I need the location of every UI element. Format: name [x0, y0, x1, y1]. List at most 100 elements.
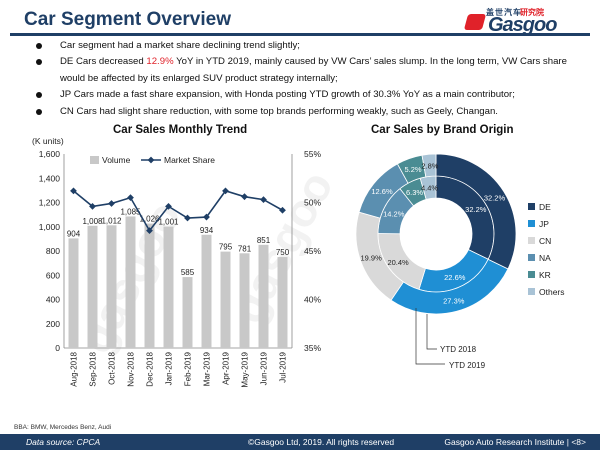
market-share-point	[203, 213, 210, 221]
bar-volume	[125, 216, 136, 348]
legend-label: JP	[539, 219, 549, 229]
y2-tick-label: 40%	[304, 295, 321, 305]
bar-volume	[163, 226, 174, 348]
legend-swatch	[528, 271, 535, 278]
legend-label: DE	[539, 202, 551, 212]
bar-volume	[220, 251, 231, 348]
y-tick-label: 1,600	[39, 149, 61, 159]
y-axis-unit: (K units)	[32, 136, 64, 146]
market-share-point	[165, 202, 172, 210]
bullet-item: JP Cars made a fast share expansion, wit…	[34, 87, 590, 103]
y-tick-label: 1,400	[39, 173, 61, 183]
logo-cn-b: 研究院	[520, 8, 544, 17]
market-share-point	[108, 200, 115, 207]
slice-data-label: 14.2%	[383, 209, 405, 218]
slice-data-label: 6.3%	[406, 188, 423, 197]
page-title: Car Segment Overview	[24, 9, 231, 30]
y-tick-label: 1,200	[39, 198, 61, 208]
bullet-item: DE Cars decreased 12.9% YoY in YTD 2019,…	[34, 54, 590, 87]
data-source: Data source: CPCA	[26, 437, 101, 447]
brand-logo: 盖世汽车 研究院 Gasgoo	[463, 6, 586, 36]
logo-cn-a: 盖世汽车	[486, 8, 522, 17]
x-tick-label: Aug-2018	[70, 351, 79, 386]
bar-data-label: 904	[67, 229, 81, 238]
legend-share-label: Market Share	[164, 155, 215, 165]
legend-swatch	[528, 237, 535, 244]
market-share-line	[72, 189, 283, 233]
legend-volume-label: Volume	[102, 155, 131, 165]
bar-volume	[87, 225, 98, 348]
copyright: ©Gasgoo Ltd, 2019. All rights reserved	[248, 437, 395, 447]
bar-volume	[68, 238, 79, 348]
bar-volume	[201, 234, 212, 348]
bullet-item: Car segment had a market share declining…	[34, 38, 590, 54]
slice-data-label: 4.4%	[421, 183, 438, 192]
x-tick-label: Jun-2019	[260, 351, 269, 385]
bar-volume	[106, 225, 117, 348]
footer-bar: Data source: CPCA ©Gasgoo Ltd, 2019. All…	[0, 434, 600, 450]
y-tick-label: 600	[46, 270, 60, 280]
bar-data-label: 585	[181, 268, 195, 277]
bar-data-label: 851	[257, 236, 271, 245]
bar-data-label: 1,012	[101, 216, 122, 225]
market-share-point	[184, 214, 191, 222]
bullet-list: Car segment had a market share declining…	[34, 38, 590, 120]
bullet-item: CN Cars had slight share reduction, with…	[34, 104, 590, 120]
page-number: <8>	[571, 437, 586, 447]
market-share-point	[241, 193, 248, 201]
legend-label: CN	[539, 236, 551, 246]
slice-data-label: 20.4%	[387, 258, 409, 267]
x-tick-label: Apr-2019	[222, 351, 231, 384]
y2-tick-label: 45%	[304, 246, 321, 256]
market-share-point	[70, 187, 77, 195]
x-tick-label: Nov-2018	[127, 351, 136, 386]
market-share-point	[279, 206, 286, 214]
brand-origin-donut: 32.2% 22.6% 20.4% 14.2% 6.3%4.4% 32.2% 27.3% 19…	[355, 153, 565, 370]
market-share-point	[260, 196, 267, 203]
bar-volume	[144, 223, 155, 348]
institute-name: Gasgoo Auto Research Institute	[444, 437, 565, 447]
y-tick-label: 400	[46, 295, 60, 305]
slice-data-label: 32.2%	[484, 193, 506, 202]
bar-volume	[277, 257, 288, 348]
y-tick-label: 0	[55, 343, 60, 353]
highlight-value: 12.9%	[146, 56, 174, 68]
market-share-point	[146, 227, 153, 235]
bar-volume	[182, 277, 193, 348]
x-tick-label: Sep-2018	[89, 351, 98, 386]
bar-data-label: 750	[276, 248, 290, 257]
bar-data-label: 1,026	[139, 215, 160, 224]
bar-data-label: 1,085	[120, 207, 141, 216]
logo-mark-icon	[463, 14, 487, 30]
legend-label: KR	[539, 270, 551, 280]
bar-data-label: 795	[219, 243, 233, 252]
slice-data-label: 32.2%	[465, 205, 487, 214]
y-tick-label: 800	[46, 246, 60, 256]
slice-data-label: 22.6%	[444, 273, 466, 282]
callout-label-2018: YTD 2018	[440, 345, 477, 354]
bar-volume	[239, 253, 250, 348]
x-tick-label: Oct-2018	[108, 351, 117, 384]
monthly-trend-chart: (K units) 0 200 400 600 800 1,000 1,200 1,400 1,6…	[32, 136, 321, 388]
pie-chart-title: Car Sales by Brand Origin	[371, 124, 514, 136]
y2-tick-label: 35%	[304, 343, 321, 353]
footer-right: Gasgoo Auto Research Institute | <8>	[444, 437, 586, 447]
x-tick-label: Mar-2019	[203, 351, 212, 386]
callout-line-2019	[415, 308, 445, 365]
legend-swatch	[528, 254, 535, 261]
y-tick-label: 200	[46, 319, 60, 329]
callout-line-2018	[426, 314, 437, 350]
title-divider	[10, 33, 590, 36]
y2-tick-label: 50%	[304, 198, 321, 208]
y2-tick-label: 55%	[304, 149, 321, 159]
footnote: BBA: BMW, Mercedes Benz, Audi	[14, 424, 112, 431]
callout-label-2019: YTD 2019	[449, 361, 486, 370]
slice-data-label: 19.9%	[361, 254, 383, 263]
bar-data-label: 781	[238, 244, 252, 253]
x-tick-label: Jan-2019	[165, 351, 174, 385]
slice-data-label: 12.6%	[371, 187, 393, 196]
legend-label: NA	[539, 253, 551, 263]
x-tick-label: Jul-2019	[279, 351, 288, 382]
slice-data-label: 5.2%	[404, 165, 421, 174]
legend-volume-swatch	[90, 156, 99, 164]
